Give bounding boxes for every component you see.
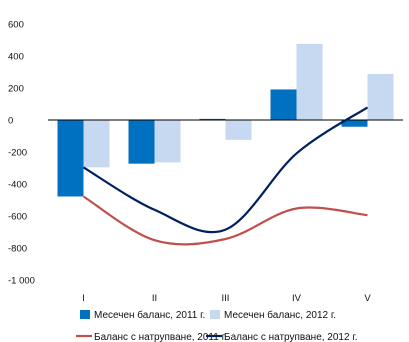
bar — [57, 120, 84, 197]
y-tick-label: -800 — [8, 244, 27, 255]
x-tick-label: V — [364, 293, 371, 304]
legend-label: Баланс с натрупване, 2012 г. — [224, 332, 358, 342]
y-tick-label: -200 — [8, 148, 27, 159]
x-tick-label: IV — [292, 293, 302, 304]
y-tick-label: -1 000 — [8, 276, 35, 287]
x-tick-label: III — [222, 293, 230, 304]
bar — [270, 89, 297, 120]
bar — [199, 118, 226, 120]
legend-label: Месечен баланс, 2012 г. — [224, 309, 336, 321]
y-tick-label: 400 — [8, 52, 24, 63]
bars — [57, 43, 394, 197]
y-tick-label: -600 — [8, 212, 27, 223]
y-tick-label: 0 — [8, 116, 13, 127]
series-line — [82, 195, 368, 246]
x-tick-label: I — [82, 293, 85, 304]
bar — [225, 120, 252, 140]
y-tick-label: 600 — [8, 20, 24, 31]
lines — [82, 106, 369, 246]
bar — [128, 120, 155, 164]
bar — [296, 43, 323, 121]
legend-swatch — [210, 310, 220, 319]
y-tick-label: -400 — [8, 180, 27, 191]
legend-label: Месечен баланс, 2011 г. — [94, 309, 205, 321]
legend-label: Баланс с натрупване, 2011 г. — [94, 332, 227, 342]
x-tick-label: II — [152, 293, 157, 304]
bar — [154, 120, 181, 163]
legend-swatch — [80, 310, 90, 319]
series-line — [82, 106, 369, 234]
y-tick-labels: 600 400 200 0 -200 -400 -600 -800 -1 000 — [8, 20, 35, 287]
bar — [83, 120, 110, 168]
legend: Месечен баланс, 2011 г. Месечен баланс, 2… — [76, 309, 358, 342]
bar — [341, 120, 368, 127]
bar — [367, 73, 394, 120]
x-tick-labels: I II III IV V — [82, 293, 371, 304]
y-tick-label: 200 — [8, 84, 24, 95]
